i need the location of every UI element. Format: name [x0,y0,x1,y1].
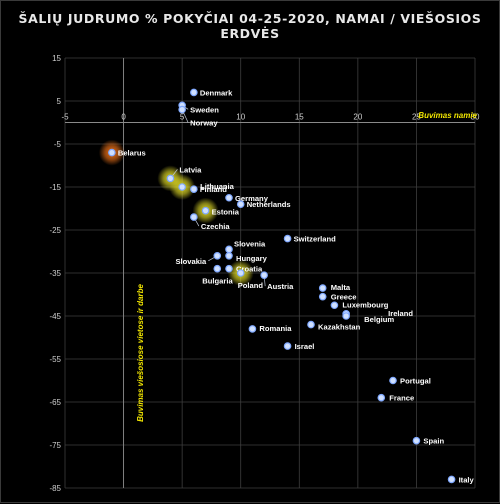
data-point [225,264,233,273]
data-label: Switzerland [294,235,337,244]
x-tick-label: -5 [61,113,69,122]
y-tick-label: -35 [49,269,61,278]
data-point [190,88,198,97]
x-tick-label: 5 [180,113,185,122]
data-point [412,436,421,445]
data-label: Italy [459,475,475,484]
data-point [213,252,222,260]
y-tick-label: 15 [52,54,61,63]
data-label: Belgium [364,315,394,324]
data-label: Netherlands [247,200,291,209]
x-tick-label: 15 [295,113,304,122]
data-label: Greece [331,293,357,302]
data-point [342,312,350,320]
data-point [190,213,198,221]
data-point [283,342,292,350]
data-point [236,200,245,209]
data-point [248,325,257,333]
data-label: Ireland [388,309,413,318]
data-point [178,105,186,114]
data-label: Poland [238,281,264,290]
y-tick-label: -85 [49,484,61,493]
y-tick-label: -75 [49,441,61,450]
data-label: Norway [190,119,218,128]
x-tick-label: 0 [121,113,126,122]
data-label: Slovenia [234,239,266,248]
x-tick-label: 20 [353,113,362,122]
data-point [389,376,397,385]
data-point [201,206,210,215]
data-label: Spain [423,437,444,446]
y-tick-label: -25 [49,226,61,235]
y-tick-label: -15 [49,183,61,192]
data-point [108,148,116,157]
data-label: Portugal [400,377,431,386]
data-label: Finland [200,185,227,194]
data-label: Austria [267,282,294,291]
data-point [330,301,339,310]
x-tick-label: 10 [236,113,245,122]
y-tick-label: -5 [54,140,62,149]
data-label: Belarus [118,149,146,158]
annotation-y-meaning: Buvimas viešosiose vietose ir darbe [136,284,145,422]
data-point [225,252,233,260]
y-tick-label: -65 [49,398,61,407]
data-label: Lithuania [200,182,235,191]
data-label: Latvia [179,165,202,174]
data-label: Romania [259,324,292,333]
data-point [447,475,456,484]
data-label: Sweden [190,105,219,114]
data-point [190,185,198,193]
data-label: Kazakhstan [318,323,361,332]
data-point [236,269,245,277]
data-label: Israel [295,342,315,351]
y-tick-label: 5 [57,97,62,106]
data-point [225,245,233,254]
data-label: France [389,394,414,403]
data-point [377,393,386,402]
data-label: Slovakia [175,257,207,266]
data-label: Estonia [212,208,240,217]
data-point [178,183,186,191]
data-point [318,284,327,292]
data-point [260,271,268,279]
data-point [225,193,233,202]
data-point [283,234,292,243]
data-label: Denmark [200,88,233,97]
annotation-x-meaning: Buvimas namie [418,111,477,120]
x-tick-label: 25 [412,113,421,122]
y-tick-label: -55 [49,355,61,364]
data-label: Luxembourg [342,300,388,309]
data-point [166,174,175,183]
x-tick-label: 30 [471,113,480,122]
data-label: Bulgaria [202,277,233,286]
data-label: Hungary [236,254,268,263]
data-point [213,264,222,273]
y-tick-label: -45 [49,312,61,321]
data-label: Czechia [201,222,230,231]
data-label: Germany [235,194,269,203]
data-label: Croatia [236,265,263,274]
chart-title: ŠALIŲ JUDRUMO % POKYČIAI 04-25-2020, NAM… [18,11,482,41]
data-point [307,320,315,329]
data-point [318,292,327,301]
data-label: Malta [331,283,351,292]
